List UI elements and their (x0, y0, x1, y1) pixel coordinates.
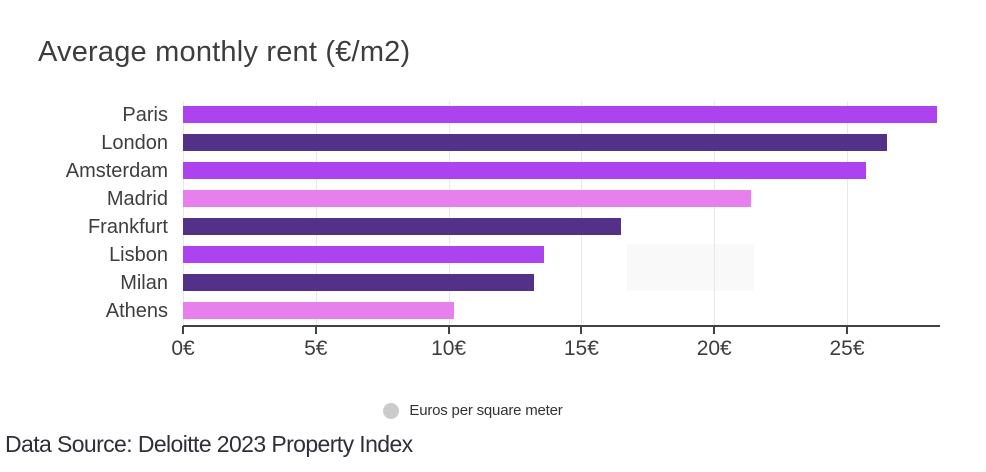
bar-row-london (183, 129, 940, 157)
legend-dot-icon (383, 402, 400, 419)
gridline-20 (714, 101, 716, 325)
bar-lisbon[interactable] (183, 246, 545, 263)
tick-mark-10 (447, 326, 450, 334)
category-label-athens: Athens (105, 300, 168, 322)
tick-label-20: 20€ (696, 337, 732, 360)
category-labels: Paris London Amsterdam Madrid Frankfurt Lisbo… (0, 101, 168, 325)
legend-label: Euros per square meter (409, 402, 563, 419)
bar-london[interactable] (183, 134, 887, 151)
bar-row-amsterdam (183, 157, 940, 185)
bar-row-athens (183, 297, 940, 325)
tick-label-5: 5€ (304, 337, 328, 360)
tick-mark-25 (846, 326, 849, 334)
category-label-milan: Milan (120, 272, 168, 294)
category-label-london: London (101, 132, 168, 154)
tick-label-15: 15€ (563, 337, 599, 360)
bar-row-madrid (183, 185, 940, 213)
plot-area (183, 101, 940, 327)
bar-row-frankfurt (183, 213, 940, 241)
category-label-amsterdam: Amsterdam (65, 160, 168, 182)
bar-row-paris (183, 101, 940, 129)
bar-milan[interactable] (183, 274, 534, 291)
tick-label-0: 0€ (171, 337, 195, 360)
gridline-0 (183, 101, 184, 325)
gridline-25 (847, 101, 849, 325)
gridline-15 (581, 101, 583, 325)
tick-label-10: 10€ (431, 337, 467, 360)
bar-row-milan (183, 269, 940, 297)
category-label-frankfurt: Frankfurt (87, 216, 168, 238)
category-label-madrid: Madrid (106, 188, 168, 210)
bar-frankfurt[interactable] (183, 218, 622, 235)
category-label-paris: Paris (122, 104, 168, 126)
tick-label-25: 25€ (829, 337, 865, 360)
gridline-10 (448, 101, 450, 325)
tick-mark-20 (713, 326, 716, 334)
chart-title: Average monthly rent (€/m2) (38, 36, 411, 68)
bar-madrid[interactable] (183, 190, 752, 207)
data-source: Data Source: Deloitte 2023 Property Inde… (5, 431, 413, 457)
tick-mark-0 (182, 326, 184, 334)
tick-mark-15 (580, 326, 583, 334)
bar-amsterdam[interactable] (183, 162, 866, 179)
legend: Euros per square meter (0, 402, 946, 419)
tick-mark-5 (314, 326, 317, 334)
gridline-5 (315, 101, 317, 325)
bar-paris[interactable] (183, 106, 938, 123)
bar-row-lisbon (183, 241, 940, 269)
x-axis: 0€ 5€ 10€ 15€ 20€ 25€ (171, 326, 940, 370)
category-label-lisbon: Lisbon (109, 244, 168, 266)
bar-athens[interactable] (183, 302, 454, 319)
